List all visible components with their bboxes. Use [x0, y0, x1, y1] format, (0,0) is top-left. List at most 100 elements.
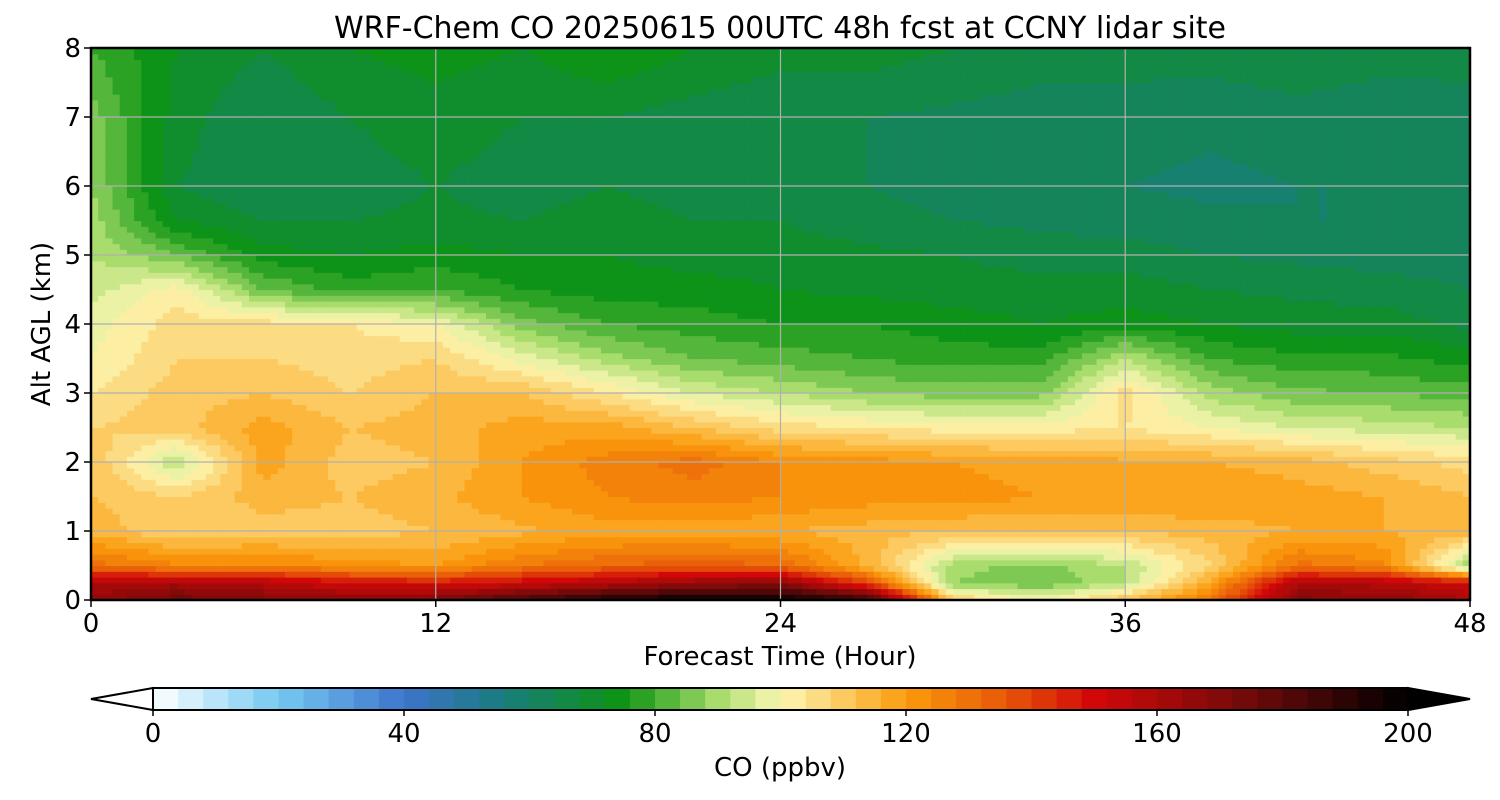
heatmap-cell [364, 537, 372, 543]
heatmap-cell [1082, 583, 1090, 589]
heatmap-cell [1441, 502, 1449, 508]
heatmap-cell [242, 451, 250, 457]
heatmap-cell [788, 566, 796, 572]
heatmap-cell [860, 479, 868, 485]
heatmap-cell [220, 462, 228, 468]
heatmap-cell [184, 566, 192, 572]
heatmap-cell [888, 589, 896, 595]
heatmap-cell [960, 462, 968, 468]
heatmap-cell [1075, 520, 1083, 526]
heatmap-cell [393, 502, 401, 508]
heatmap-cell [1010, 491, 1018, 497]
heatmap-cell [637, 485, 645, 491]
heatmap-cell [673, 577, 681, 583]
heatmap-cell [98, 571, 106, 577]
heatmap-cell [371, 577, 379, 583]
heatmap-cell [1089, 474, 1097, 480]
heatmap-cell [982, 548, 990, 554]
heatmap-cell [895, 462, 903, 468]
heatmap-cell [960, 560, 968, 566]
heatmap-cell [687, 583, 695, 589]
heatmap-cell [795, 537, 803, 543]
heatmap-cell [1247, 485, 1255, 491]
heatmap-cell [206, 485, 214, 491]
heatmap-cell [278, 497, 286, 503]
heatmap-cell [860, 548, 868, 554]
heatmap-cell [457, 485, 465, 491]
heatmap-cell [1434, 474, 1442, 480]
heatmap-cell [1413, 462, 1421, 468]
heatmap-cell [400, 479, 408, 485]
heatmap-cell [852, 468, 860, 474]
heatmap-cell [694, 451, 702, 457]
heatmap-cell [450, 560, 458, 566]
heatmap-cell [924, 491, 932, 497]
heatmap-cell [1341, 479, 1349, 485]
heatmap-cell [924, 583, 932, 589]
heatmap-cell [500, 468, 508, 474]
heatmap-cell [163, 451, 171, 457]
heatmap-cell [1161, 577, 1169, 583]
heatmap-cell [1276, 537, 1284, 543]
heatmap-cell [960, 520, 968, 526]
heatmap-cell [601, 577, 609, 583]
heatmap-cell [960, 548, 968, 554]
heatmap-cell [917, 502, 925, 508]
heatmap-cell [1355, 548, 1363, 554]
heatmap-cell [594, 589, 602, 595]
heatmap-cell [1305, 508, 1313, 514]
heatmap-cell [163, 520, 171, 526]
heatmap-cell [1111, 543, 1119, 549]
heatmap-cell [737, 537, 745, 543]
heatmap-cell [1190, 514, 1198, 520]
heatmap-cell [745, 583, 753, 589]
heatmap-cell [1240, 577, 1248, 583]
heatmap-cell [888, 520, 896, 526]
heatmap-cell [256, 543, 264, 549]
heatmap-cell [795, 554, 803, 560]
heatmap-cell [457, 479, 465, 485]
heatmap-cell [464, 577, 472, 583]
heatmap-cell [1111, 514, 1119, 520]
heatmap-cell [608, 474, 616, 480]
heatmap-cell [1061, 571, 1069, 577]
heatmap-cell [1003, 520, 1011, 526]
heatmap-cell [1053, 566, 1061, 572]
heatmap-cell [658, 468, 666, 474]
heatmap-cell [601, 537, 609, 543]
heatmap-cell [436, 537, 444, 543]
heatmap-cell [213, 468, 221, 474]
heatmap-cell [1068, 571, 1076, 577]
heatmap-cell [831, 474, 839, 480]
heatmap-cell [479, 566, 487, 572]
heatmap-cell [1147, 531, 1155, 537]
heatmap-cell [1369, 497, 1377, 503]
heatmap-cell [543, 497, 551, 503]
heatmap-cell [1427, 474, 1435, 480]
heatmap-cell [184, 502, 192, 508]
heatmap-cell [385, 468, 393, 474]
heatmap-cell [1247, 497, 1255, 503]
heatmap-cell [931, 485, 939, 491]
heatmap-cell [802, 502, 810, 508]
heatmap-cell [1075, 491, 1083, 497]
heatmap-cell [184, 531, 192, 537]
heatmap-cell [371, 571, 379, 577]
heatmap-cell [594, 571, 602, 577]
heatmap-cell [156, 497, 164, 503]
heatmap-cell [809, 514, 817, 520]
heatmap-cell [515, 520, 523, 526]
heatmap-cell [888, 583, 896, 589]
heatmap-cell [701, 520, 709, 526]
heatmap-cell [982, 514, 990, 520]
heatmap-cell [1290, 554, 1298, 560]
heatmap-cell [163, 502, 171, 508]
heatmap-cell [558, 560, 566, 566]
heatmap-cell [1219, 520, 1227, 526]
heatmap-cell [328, 531, 336, 537]
heatmap-cell [967, 537, 975, 543]
heatmap-cell [1104, 508, 1112, 514]
heatmap-cell [680, 497, 688, 503]
heatmap-cell [903, 462, 911, 468]
heatmap-cell [745, 514, 753, 520]
